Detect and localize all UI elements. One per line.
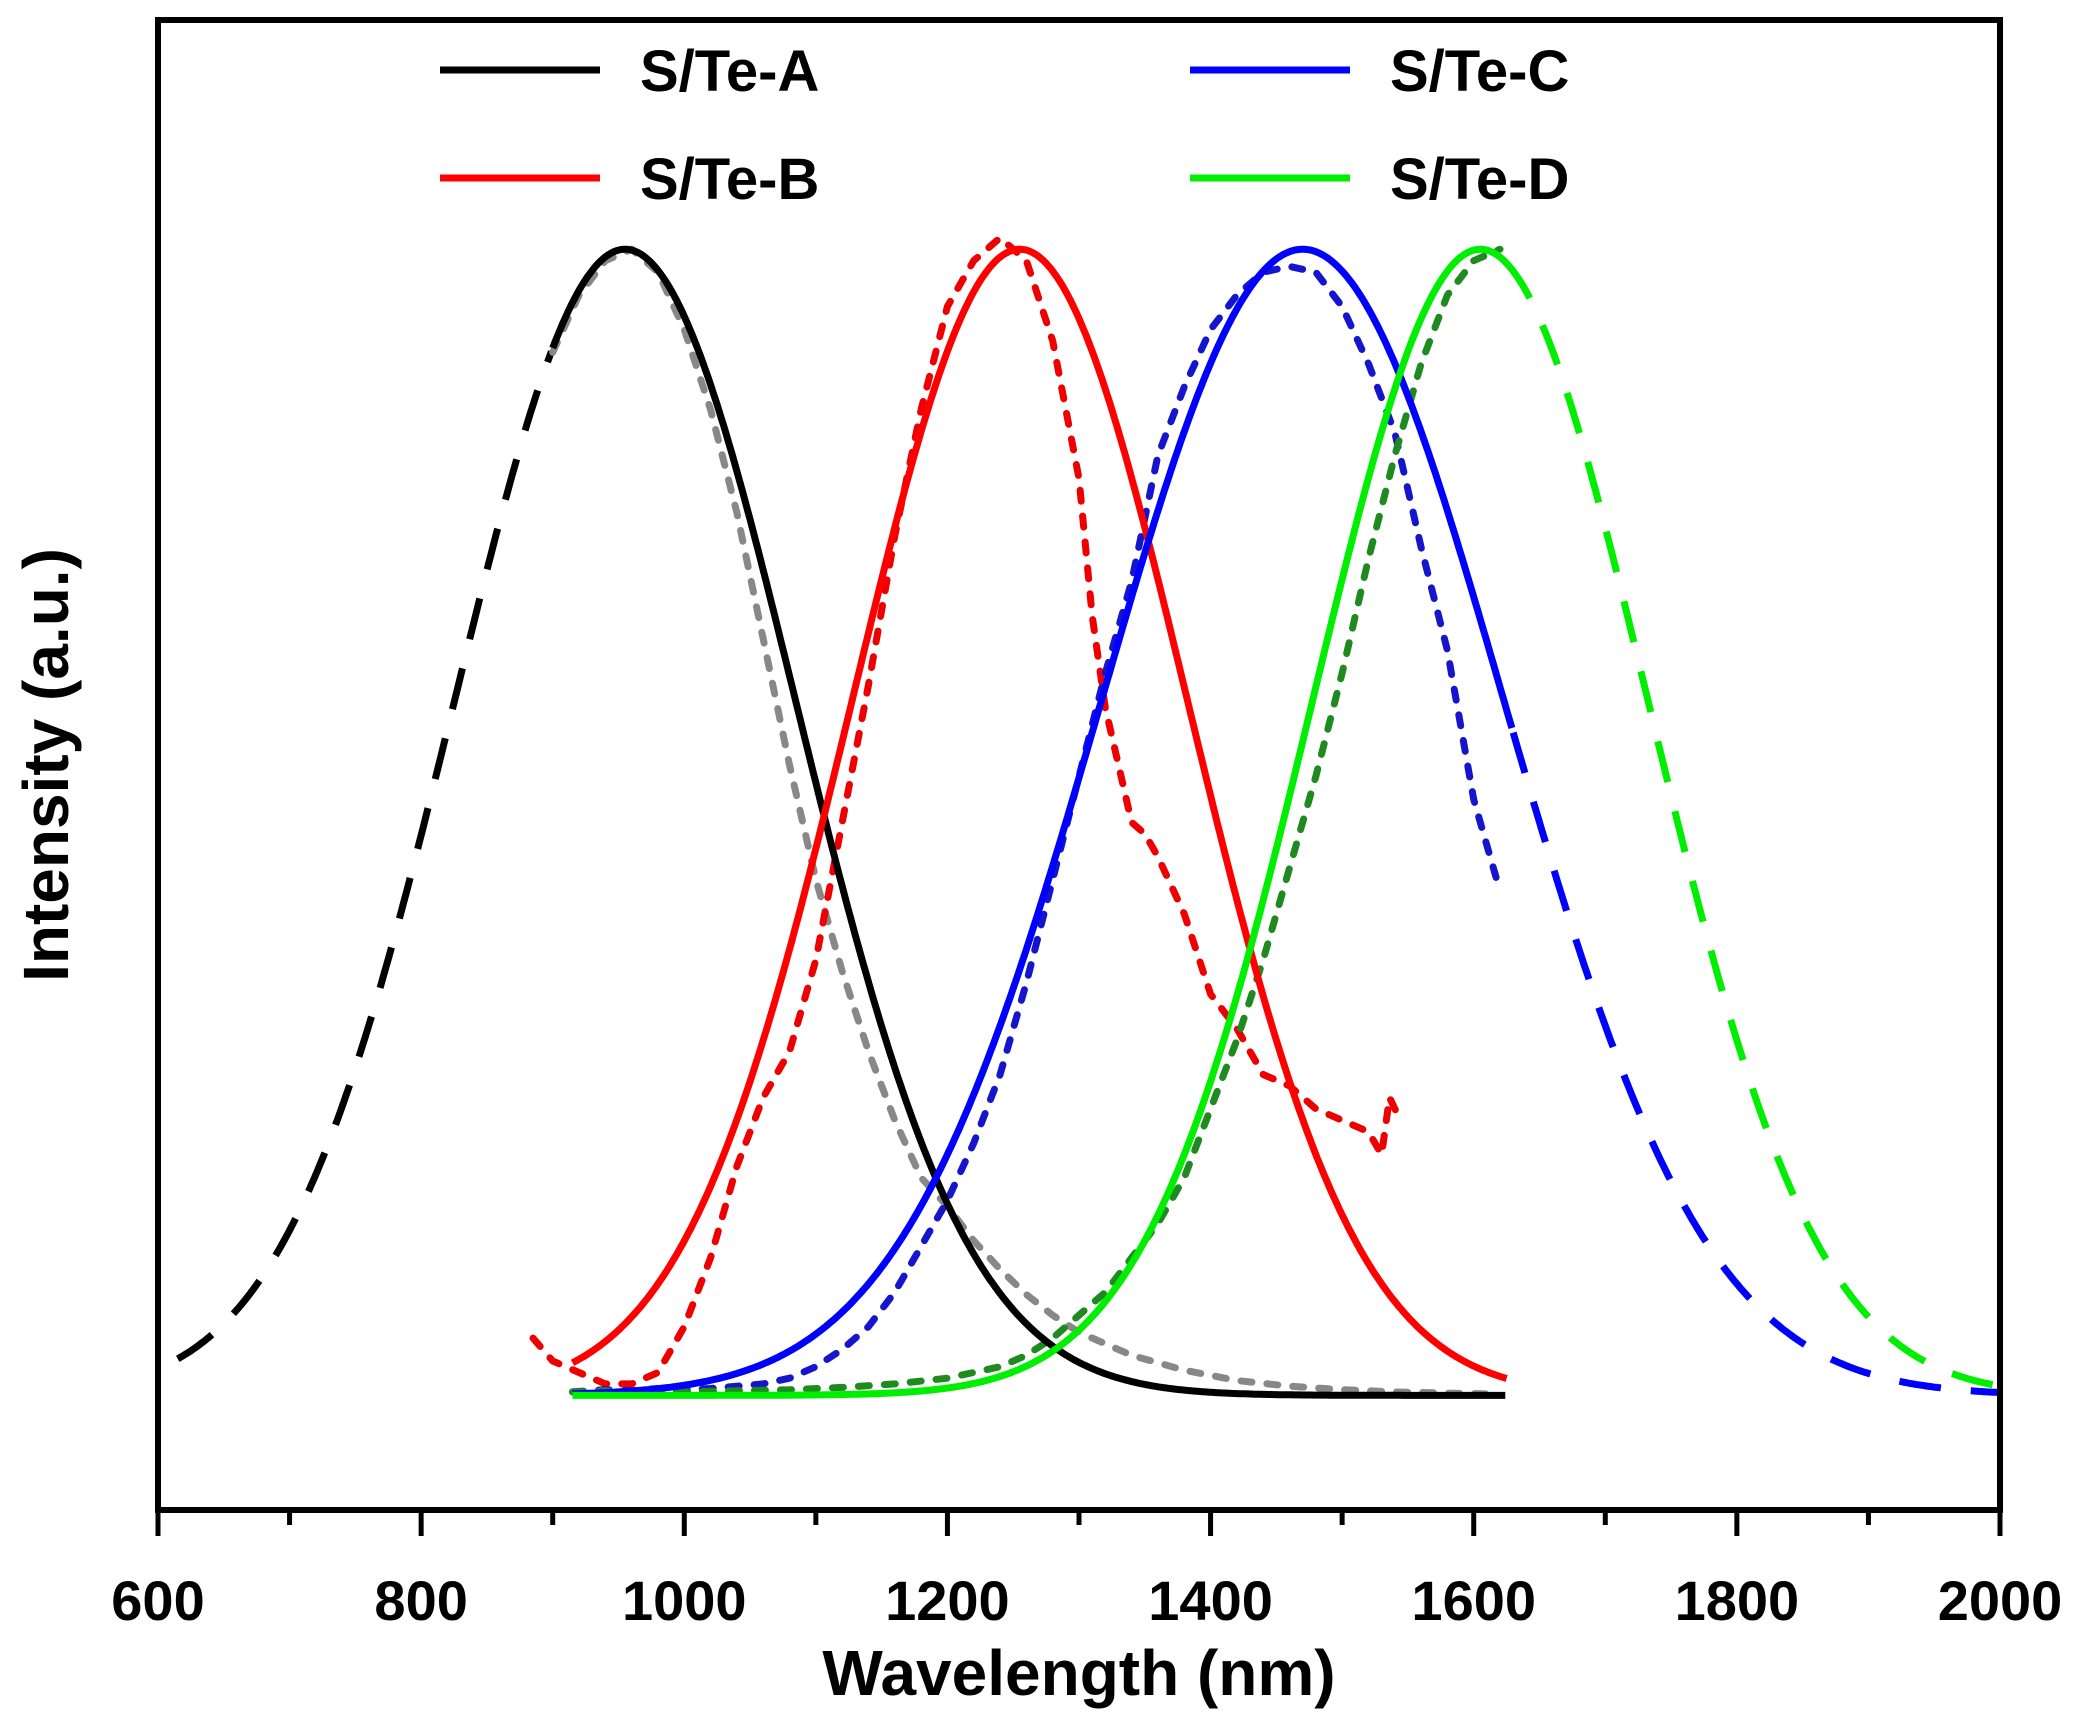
series-s-te-c-measured-line bbox=[569, 262, 1504, 1396]
x-tick-label-2000: 2000 bbox=[1938, 1569, 2063, 1632]
series-s-te-d-fit-line bbox=[571, 245, 1510, 1399]
x-tick-label-600: 600 bbox=[111, 1569, 204, 1632]
legend-label-s-te-b: S/Te-B bbox=[640, 147, 819, 212]
x-axis-title: Wavelength (nm) bbox=[822, 1637, 1335, 1709]
x-tick-label-800: 800 bbox=[374, 1569, 467, 1632]
x-tick-label-1600: 1600 bbox=[1411, 1569, 1536, 1632]
series-s-te-c-fit-line bbox=[571, 245, 1516, 1398]
legend-item-s-te-b: S/Te-B bbox=[440, 147, 819, 212]
series-s-te-b-fit-line bbox=[570, 245, 1508, 1382]
series-s-te-a-fit-line bbox=[549, 245, 1507, 1399]
series-s-te-a-extrapolated-line bbox=[176, 350, 555, 1362]
series-s-te-c-extrapolated-line bbox=[1509, 731, 2000, 1397]
fit-lines-group bbox=[549, 245, 1516, 1399]
dashed-lines-group bbox=[176, 260, 2000, 1397]
x-tick-label-1000: 1000 bbox=[622, 1569, 747, 1632]
plot-series-layer bbox=[176, 234, 2000, 1399]
series-s-te-b-measured-line bbox=[529, 234, 1405, 1388]
legend: S/Te-A S/Te-C S/Te-B S/Te-D bbox=[440, 39, 1569, 212]
series-s-te-a-measured-line bbox=[549, 245, 1504, 1398]
legend-item-s-te-c: S/Te-C bbox=[1190, 39, 1569, 104]
y-axis-title: Intensity (a.u.) bbox=[10, 548, 82, 982]
x-tick-label-1200: 1200 bbox=[885, 1569, 1010, 1632]
x-tick-label-1400: 1400 bbox=[1148, 1569, 1273, 1632]
x-axis: 600 800 1000 1200 1400 1600 1800 2000 bbox=[111, 1510, 2062, 1632]
legend-item-s-te-d: S/Te-D bbox=[1190, 147, 1569, 212]
legend-item-s-te-a: S/Te-A bbox=[440, 39, 819, 104]
legend-label-s-te-a: S/Te-A bbox=[640, 39, 819, 104]
legend-label-s-te-d: S/Te-D bbox=[1390, 147, 1569, 212]
series-s-te-d-extrapolated-line bbox=[1503, 260, 2000, 1390]
x-tick-label-1800: 1800 bbox=[1675, 1569, 1800, 1632]
legend-label-s-te-c: S/Te-C bbox=[1390, 39, 1569, 104]
